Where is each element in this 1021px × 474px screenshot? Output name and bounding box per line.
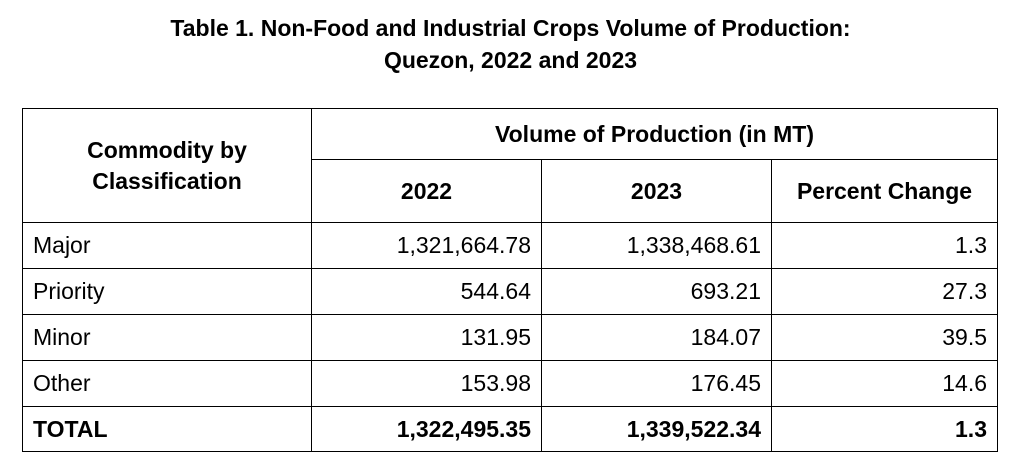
table-title: Table 1. Non-Food and Industrial Crops V… — [0, 12, 1021, 76]
value-percent-change: 27.3 — [771, 268, 998, 315]
total-label: TOTAL — [22, 406, 312, 452]
value-2023: 176.45 — [541, 360, 772, 407]
row-label: Priority — [22, 268, 312, 315]
value-percent-change: 39.5 — [771, 314, 998, 361]
row-label: Other — [22, 360, 312, 407]
header-row-2: 2022 2023 Percent Change — [23, 159, 998, 223]
header-volume: Volume of Production (in MT) — [311, 108, 998, 160]
total-percent-change: 1.3 — [771, 406, 998, 452]
header-commodity: Commodity by Classification — [22, 108, 312, 223]
table-row: Priority 544.64 693.21 27.3 — [22, 268, 998, 315]
value-2023: 1,338,468.61 — [541, 222, 772, 269]
production-table: Commodity by Classification Volume of Pr… — [22, 108, 998, 452]
header-2023: 2023 — [541, 159, 772, 223]
total-2022: 1,322,495.35 — [311, 406, 542, 452]
value-2022: 153.98 — [311, 360, 542, 407]
header-percent-change: Percent Change — [771, 159, 998, 223]
header-row-1: Commodity by Classification Volume of Pr… — [22, 108, 998, 223]
table-row: Minor 131.95 184.07 39.5 — [22, 314, 998, 361]
value-2022: 544.64 — [311, 268, 542, 315]
value-2022: 131.95 — [311, 314, 542, 361]
title-line-1: Table 1. Non-Food and Industrial Crops V… — [170, 15, 851, 41]
total-row: TOTAL 1,322,495.35 1,339,522.34 1.3 — [22, 406, 998, 452]
header-2022: 2022 — [311, 159, 542, 223]
value-2022: 1,321,664.78 — [311, 222, 542, 269]
table-row: Major 1,321,664.78 1,338,468.61 1.3 — [22, 222, 998, 269]
value-percent-change: 14.6 — [771, 360, 998, 407]
value-2023: 693.21 — [541, 268, 772, 315]
row-label: Major — [22, 222, 312, 269]
title-line-2: Quezon, 2022 and 2023 — [383, 47, 638, 73]
row-label: Minor — [22, 314, 312, 361]
value-2023: 184.07 — [541, 314, 772, 361]
table-row: Other 153.98 176.45 14.6 — [22, 360, 998, 407]
total-2023: 1,339,522.34 — [541, 406, 772, 452]
value-percent-change: 1.3 — [771, 222, 998, 269]
